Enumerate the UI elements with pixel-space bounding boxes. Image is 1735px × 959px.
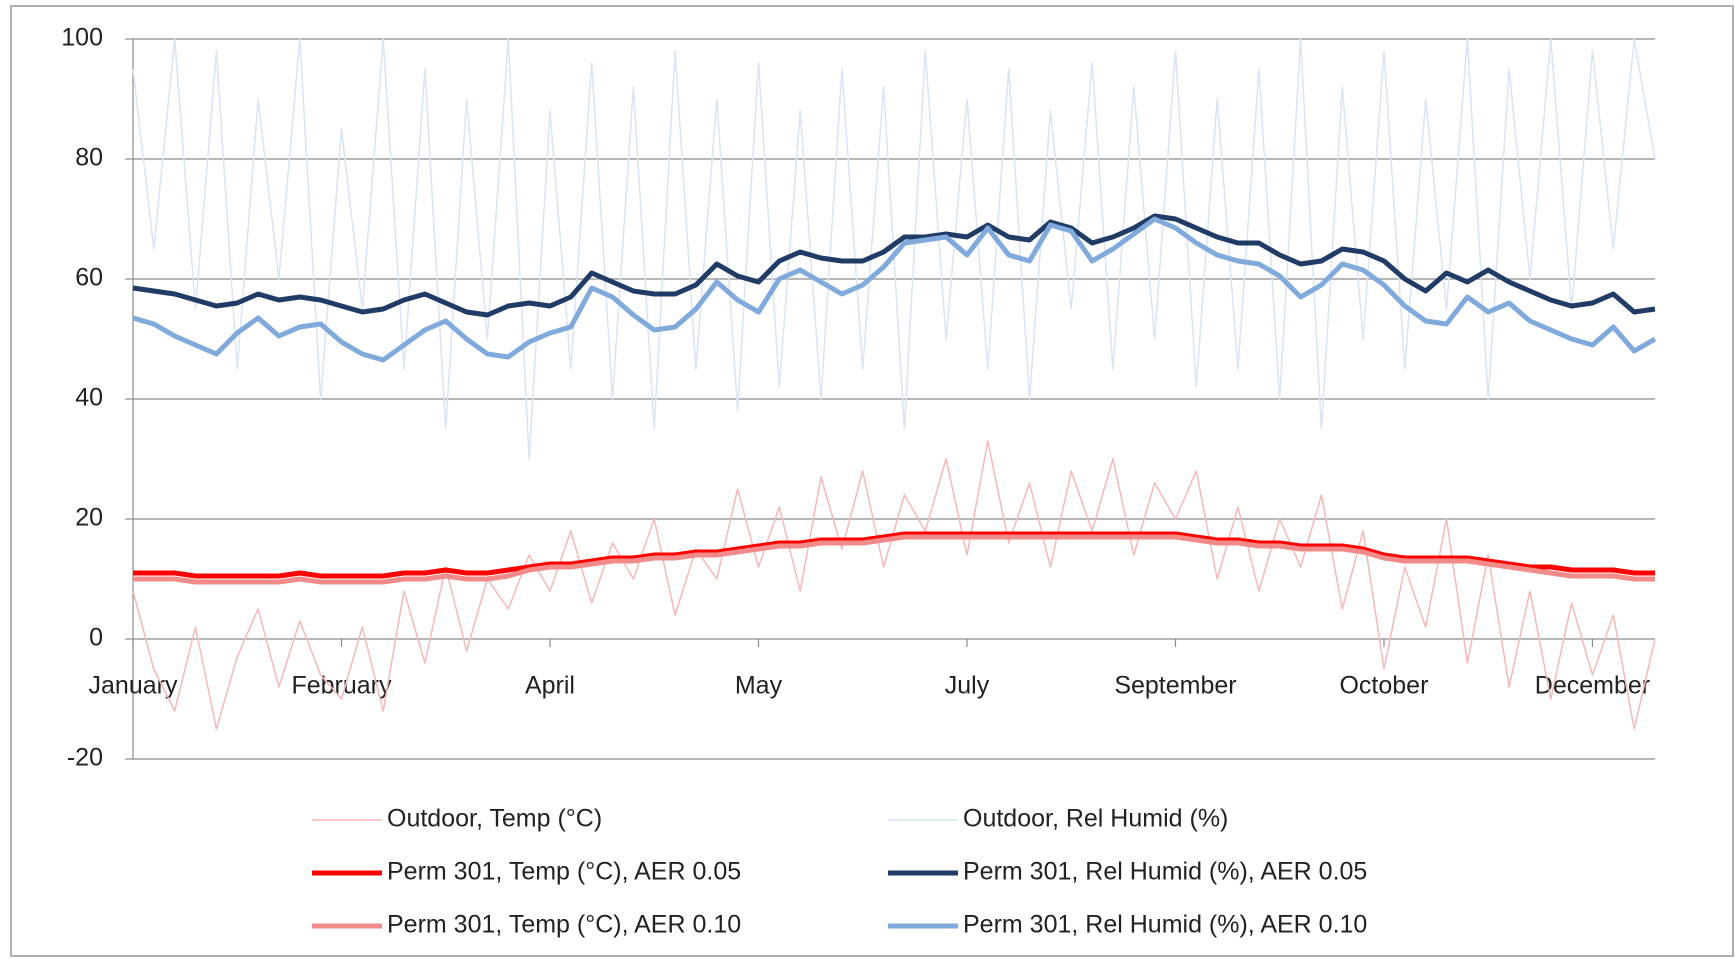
- y-tick-label: 100: [61, 24, 103, 52]
- y-tick-label: 40: [75, 384, 103, 412]
- x-tick-label: May: [735, 672, 783, 700]
- legend-label: Perm 301, Rel Humid (%), AER 0.10: [963, 911, 1367, 939]
- legend-label: Perm 301, Temp (°C), AER 0.05: [387, 858, 741, 886]
- x-tick-label: July: [945, 672, 990, 700]
- x-tick-label: September: [1114, 672, 1236, 700]
- x-tick-label: April: [525, 672, 575, 700]
- x-tick-label: October: [1339, 672, 1428, 700]
- y-tick-label: 20: [75, 504, 103, 532]
- series-line: [132, 440, 1656, 730]
- series-line: [133, 534, 1655, 585]
- legend-label: Outdoor, Temp (°C): [387, 805, 602, 833]
- y-tick-label: 0: [89, 624, 103, 652]
- x-tick-label: January: [89, 672, 178, 700]
- series-line: [133, 531, 1655, 579]
- y-tick-label: 80: [75, 144, 103, 172]
- y-tick-label: -20: [67, 744, 103, 772]
- legend-label: Perm 301, Temp (°C), AER 0.10: [387, 911, 741, 939]
- series-line: [132, 38, 1656, 460]
- series-line: [132, 213, 1656, 318]
- legend-label: Outdoor, Rel Humid (%): [963, 805, 1228, 833]
- legend-label: Perm 301, Rel Humid (%), AER 0.05: [963, 858, 1367, 886]
- y-tick-label: 60: [75, 264, 103, 292]
- chart-frame: [10, 5, 1734, 957]
- series-line: [132, 216, 1657, 363]
